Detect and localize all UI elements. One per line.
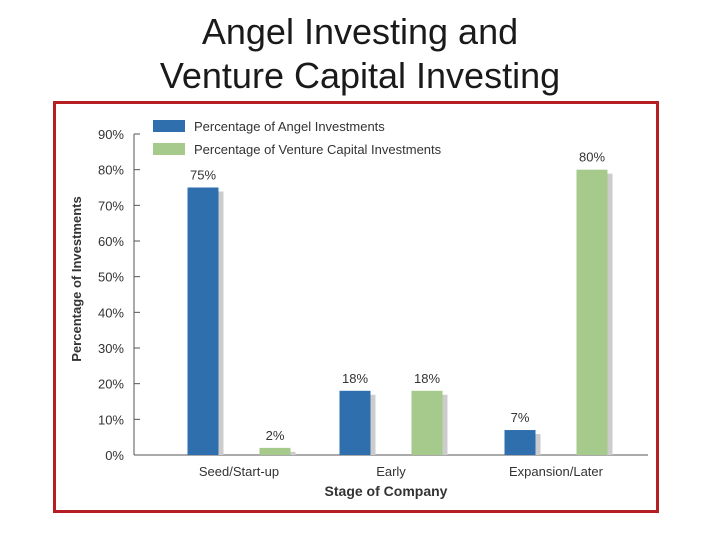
slide-title: Angel Investing and Venture Capital Inve…: [0, 10, 720, 98]
y-tick-label: 30%: [98, 341, 124, 356]
legend-swatch-venture: [153, 143, 185, 155]
y-axis: 0% 10% 20% 30% 40% 50% 60% 70% 80% 90%: [98, 127, 140, 463]
bar-angel-1: [339, 390, 371, 455]
x-tick-label: Expansion/Later: [509, 464, 604, 479]
legend-swatch-angel: [153, 120, 185, 132]
x-tick-label: Early: [376, 464, 406, 479]
data-label-venture-1: 18%: [414, 371, 440, 386]
data-label-angel-2: 7%: [511, 410, 530, 425]
y-tick-label: 60%: [98, 234, 124, 249]
data-label-venture-0: 2%: [266, 428, 285, 443]
x-axis-label: Stage of Company: [325, 483, 448, 499]
bar-shadow: [607, 173, 613, 455]
y-tick-label: 70%: [98, 198, 124, 213]
bar-shadow: [370, 394, 376, 455]
bar-venture-0: [259, 447, 291, 455]
legend-label-angel: Percentage of Angel Investments: [194, 119, 385, 134]
data-label-venture-2: 80%: [579, 150, 605, 165]
data-label-angel-1: 18%: [342, 371, 368, 386]
bar-chart: 0% 10% 20% 30% 40% 50% 60% 70% 80% 90% Seed/Start…: [69, 119, 648, 499]
y-tick-label: 50%: [98, 270, 124, 285]
bar-venture-2: [576, 169, 608, 455]
y-tick-label: 80%: [98, 163, 124, 178]
bar-angel-0: [187, 187, 219, 455]
data-label-angel-0: 75%: [190, 168, 216, 183]
y-tick-label: 10%: [98, 412, 124, 427]
bar-shadow: [535, 434, 541, 455]
bar-angel-2: [504, 430, 536, 455]
chart-frame: 0% 10% 20% 30% 40% 50% 60% 70% 80% 90% Seed/Start…: [53, 101, 659, 513]
legend: Percentage of Angel Investments Percentag…: [153, 119, 442, 157]
bar-venture-1: [411, 390, 443, 455]
y-tick-label: 20%: [98, 377, 124, 392]
y-tick-label: 0%: [105, 448, 124, 463]
title-line-1: Angel Investing and: [201, 11, 519, 52]
legend-label-venture: Percentage of Venture Capital Investment…: [194, 142, 442, 157]
x-axis: Seed/Start-up Early Expansion/Later: [134, 454, 648, 479]
title-line-2: Venture Capital Investing: [159, 55, 561, 96]
y-tick-label: 40%: [98, 305, 124, 320]
bar-shadow: [290, 451, 296, 455]
bar-shadow: [442, 394, 448, 455]
bar-shadow: [218, 191, 224, 455]
bars: 75% 2% 18% 18% 7% 80%: [187, 150, 613, 455]
x-tick-label: Seed/Start-up: [199, 464, 279, 479]
y-tick-label: 90%: [98, 127, 124, 142]
y-axis-label: Percentage of Investments: [69, 196, 84, 361]
